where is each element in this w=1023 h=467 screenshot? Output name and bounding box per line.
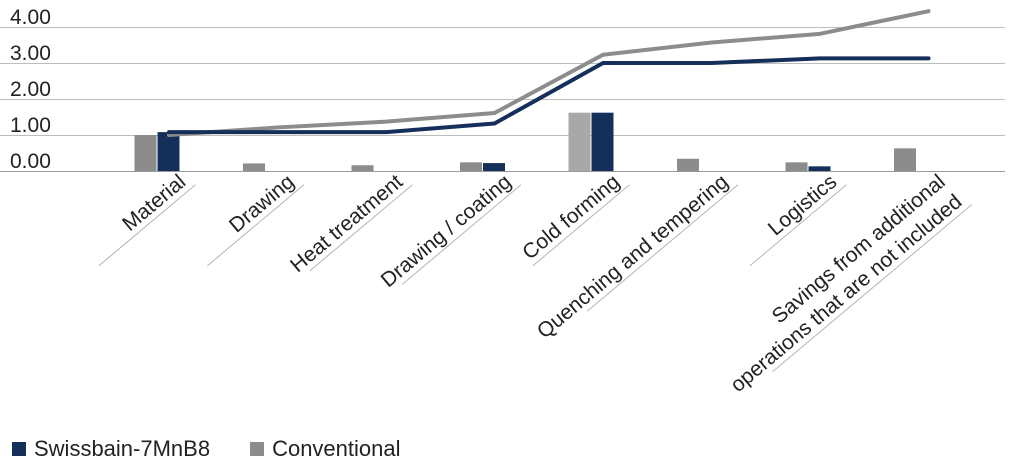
legend-label-swissbain: Swissbain-7MnB8 (34, 436, 211, 461)
legend: Swissbain-7MnB8 Conventional (12, 436, 401, 462)
category-label: Drawing (225, 170, 299, 237)
bar-conventional (134, 135, 157, 171)
legend-swatch-conventional (250, 442, 265, 456)
legend-label-conventional: Conventional (272, 436, 401, 461)
bar-conventional (351, 165, 374, 171)
y-tick-label: 0.00 (10, 150, 51, 173)
bar-conventional (460, 162, 482, 171)
category-leader-line (586, 184, 739, 312)
bar-conventional (568, 112, 591, 171)
bar-swissbain (157, 132, 180, 171)
bars (134, 112, 916, 171)
category-label: Material (118, 170, 190, 236)
category-leader-line (772, 204, 972, 373)
category-leader-line (207, 184, 305, 267)
bar-conventional (243, 163, 265, 171)
legend-item-conventional[interactable]: Conventional (250, 436, 401, 462)
legend-item-swissbain[interactable]: Swissbain-7MnB8 (12, 436, 210, 462)
bar-conventional (894, 148, 916, 171)
category-label-group: Material (98, 170, 196, 267)
line-swissbain-cumulative (167, 56, 931, 135)
category-label-group: Cold forming (518, 170, 630, 267)
bar-swissbain (808, 166, 831, 171)
y-tick-label: 1.00 (10, 114, 51, 137)
category-label: Cold forming (518, 170, 624, 264)
y-axis-ticks: 0.00 1.00 2.00 3.00 4.00 (10, 6, 51, 173)
category-leader-line (401, 184, 522, 285)
y-tick-label: 2.00 (10, 78, 51, 101)
category-leader-line (749, 184, 847, 267)
bar-swissbain (483, 163, 505, 171)
category-label-group: Quenching and tempering (533, 170, 739, 343)
category-label: Savings from additional (768, 170, 950, 328)
bar-conventional (677, 158, 699, 171)
category-label: Logistics (764, 170, 841, 240)
category-label: Quenching and tempering (533, 170, 733, 343)
category-label: Heat treatment (286, 170, 407, 277)
category-label: operations that are not included (726, 190, 966, 397)
category-leader-line (98, 184, 196, 267)
bar-conventional (785, 162, 808, 171)
category-leader-line (309, 184, 413, 272)
y-tick-label: 4.00 (10, 6, 51, 29)
line-conventional-cumulative (167, 9, 931, 137)
category-label-group: Logistics (749, 170, 847, 267)
legend-swatch-swissbain (12, 442, 26, 456)
category-label-group: Drawing (207, 170, 305, 267)
bar-swissbain (591, 112, 614, 171)
category-leader-line (532, 184, 630, 267)
y-tick-label: 3.00 (10, 42, 51, 65)
cumulative-lines (167, 9, 931, 137)
